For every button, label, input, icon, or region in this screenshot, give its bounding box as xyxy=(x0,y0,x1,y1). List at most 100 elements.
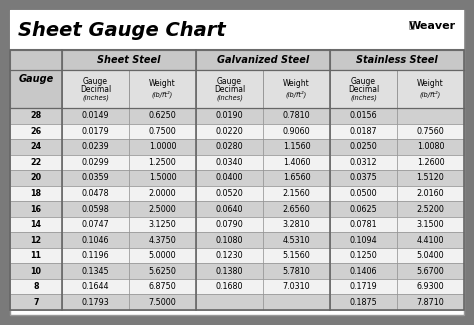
Bar xyxy=(196,217,263,232)
Bar xyxy=(10,279,62,294)
Bar xyxy=(196,124,263,139)
Bar xyxy=(129,170,196,186)
Bar xyxy=(196,70,263,108)
Text: 0.0500: 0.0500 xyxy=(350,189,377,198)
Bar xyxy=(129,201,196,217)
Text: Galvanized Steel: Galvanized Steel xyxy=(217,55,309,65)
Text: 12: 12 xyxy=(30,236,42,245)
Bar xyxy=(330,279,397,294)
Bar xyxy=(263,139,330,155)
Text: 0.0790: 0.0790 xyxy=(216,220,243,229)
Text: Gauge: Gauge xyxy=(217,77,242,86)
Text: 🚛: 🚛 xyxy=(409,19,415,29)
Bar xyxy=(196,155,263,170)
Text: (inches): (inches) xyxy=(82,95,109,101)
Bar xyxy=(62,217,129,232)
Bar xyxy=(330,263,397,279)
Bar xyxy=(129,155,196,170)
Bar xyxy=(397,217,464,232)
Text: 0.0312: 0.0312 xyxy=(350,158,377,167)
Bar xyxy=(10,186,62,201)
Bar xyxy=(129,294,196,310)
Text: 5.0400: 5.0400 xyxy=(417,251,444,260)
Bar xyxy=(330,170,397,186)
Bar xyxy=(196,50,330,70)
Text: 5.7810: 5.7810 xyxy=(283,266,310,276)
Text: 2.0000: 2.0000 xyxy=(149,189,176,198)
Bar xyxy=(129,248,196,263)
Text: 24: 24 xyxy=(30,142,42,151)
Bar xyxy=(330,294,397,310)
Text: 0.1793: 0.1793 xyxy=(82,298,109,307)
Text: 7.0310: 7.0310 xyxy=(283,282,310,291)
Text: 1.4060: 1.4060 xyxy=(283,158,310,167)
Text: 0.1644: 0.1644 xyxy=(82,282,109,291)
Bar xyxy=(10,124,62,139)
Text: 0.7500: 0.7500 xyxy=(149,127,176,136)
Bar xyxy=(129,124,196,139)
Text: 0.1345: 0.1345 xyxy=(82,266,109,276)
Bar xyxy=(263,201,330,217)
Text: Decimal: Decimal xyxy=(214,85,245,95)
Text: 18: 18 xyxy=(30,189,42,198)
Bar xyxy=(397,139,464,155)
Text: Sheet Gauge Chart: Sheet Gauge Chart xyxy=(18,20,226,40)
Bar xyxy=(263,294,330,310)
Text: 0.1406: 0.1406 xyxy=(350,266,377,276)
Text: 0.1380: 0.1380 xyxy=(216,266,243,276)
Bar xyxy=(397,70,464,108)
Bar xyxy=(129,139,196,155)
Bar xyxy=(196,263,263,279)
Bar xyxy=(10,232,62,248)
Bar xyxy=(62,186,129,201)
Bar xyxy=(62,124,129,139)
Text: 0.0220: 0.0220 xyxy=(216,127,243,136)
Bar xyxy=(196,108,263,124)
Text: 0.0400: 0.0400 xyxy=(216,174,243,182)
Text: 0.0625: 0.0625 xyxy=(350,204,377,214)
Bar xyxy=(62,248,129,263)
Text: 4.3750: 4.3750 xyxy=(149,236,176,245)
Text: 0.0239: 0.0239 xyxy=(82,142,109,151)
Bar xyxy=(62,139,129,155)
Text: 0.0156: 0.0156 xyxy=(350,111,377,120)
Text: 6.8750: 6.8750 xyxy=(149,282,176,291)
Bar xyxy=(129,108,196,124)
Text: 0.0250: 0.0250 xyxy=(350,142,377,151)
Text: 1.5000: 1.5000 xyxy=(149,174,176,182)
Bar xyxy=(10,50,62,108)
Text: Stainless Steel: Stainless Steel xyxy=(356,55,438,65)
Text: 0.0299: 0.0299 xyxy=(82,158,109,167)
Bar xyxy=(196,186,263,201)
Text: 26: 26 xyxy=(30,127,42,136)
Bar xyxy=(62,201,129,217)
Text: 7: 7 xyxy=(33,298,39,307)
Bar xyxy=(129,263,196,279)
Text: 1.0000: 1.0000 xyxy=(149,142,176,151)
Bar xyxy=(330,50,464,70)
Text: 1.2600: 1.2600 xyxy=(417,158,444,167)
Text: 0.7810: 0.7810 xyxy=(283,111,310,120)
Bar xyxy=(62,294,129,310)
Bar xyxy=(397,170,464,186)
Bar xyxy=(62,279,129,294)
Bar xyxy=(397,201,464,217)
Bar xyxy=(196,139,263,155)
Text: 2.5000: 2.5000 xyxy=(149,204,176,214)
Text: (inches): (inches) xyxy=(350,95,377,101)
Bar xyxy=(263,279,330,294)
Bar xyxy=(62,263,129,279)
Text: 0.0149: 0.0149 xyxy=(82,111,109,120)
Bar xyxy=(263,186,330,201)
Text: 5.6250: 5.6250 xyxy=(148,266,176,276)
Text: 1.2500: 1.2500 xyxy=(149,158,176,167)
Bar xyxy=(10,263,62,279)
Bar xyxy=(397,279,464,294)
Text: 2.0160: 2.0160 xyxy=(417,189,444,198)
Bar xyxy=(263,232,330,248)
Text: Decimal: Decimal xyxy=(348,85,379,95)
Bar xyxy=(263,124,330,139)
Text: 0.1094: 0.1094 xyxy=(350,236,377,245)
Text: 4.5310: 4.5310 xyxy=(283,236,310,245)
Bar xyxy=(397,108,464,124)
